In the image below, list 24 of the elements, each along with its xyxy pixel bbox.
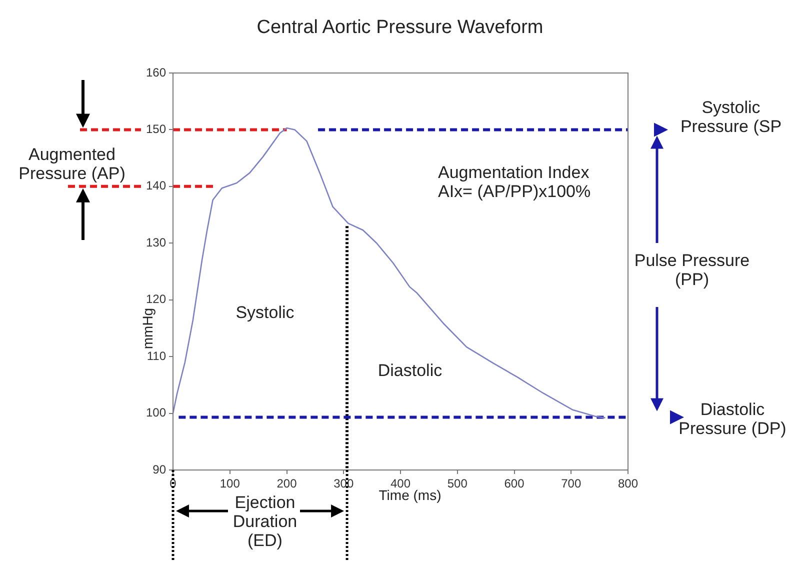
- x-tick-label: 600: [504, 476, 525, 491]
- text: Ejection Duration (ED): [232, 493, 298, 550]
- y-tick-label: 100: [146, 406, 166, 420]
- y-tick-label: 140: [146, 178, 166, 193]
- y-tick-label: 110: [146, 348, 166, 363]
- x-tick-label: 100: [220, 476, 240, 491]
- annotation: Diastolic: [376, 361, 444, 380]
- text: Pulse Pressure (PP): [633, 251, 751, 289]
- y-tick-label: 130: [146, 235, 166, 250]
- chart-title: Central Aortic Pressure Waveform: [256, 17, 544, 38]
- y-tick-label: 150: [146, 122, 166, 136]
- x-tick-label: 300: [334, 476, 354, 491]
- x-tick-label: 800: [618, 476, 638, 491]
- annotation: Augmentation Index AIx= (AP/PP)x100%: [438, 163, 592, 201]
- text: Diastolic Pressure (DP): [678, 400, 787, 438]
- annotation: Systolic: [234, 303, 296, 322]
- text: Systolic Pressure (SP: [679, 98, 783, 136]
- x-tick-label: 700: [561, 476, 582, 491]
- x-tick-label: 500: [447, 476, 468, 491]
- x-tick-label: 200: [276, 476, 298, 491]
- y-tick-label: 90: [152, 462, 166, 476]
- y-axis-title: mmHg: [138, 306, 156, 350]
- y-tick-label: 120: [146, 292, 166, 306]
- y-tick-label: 160: [146, 65, 166, 80]
